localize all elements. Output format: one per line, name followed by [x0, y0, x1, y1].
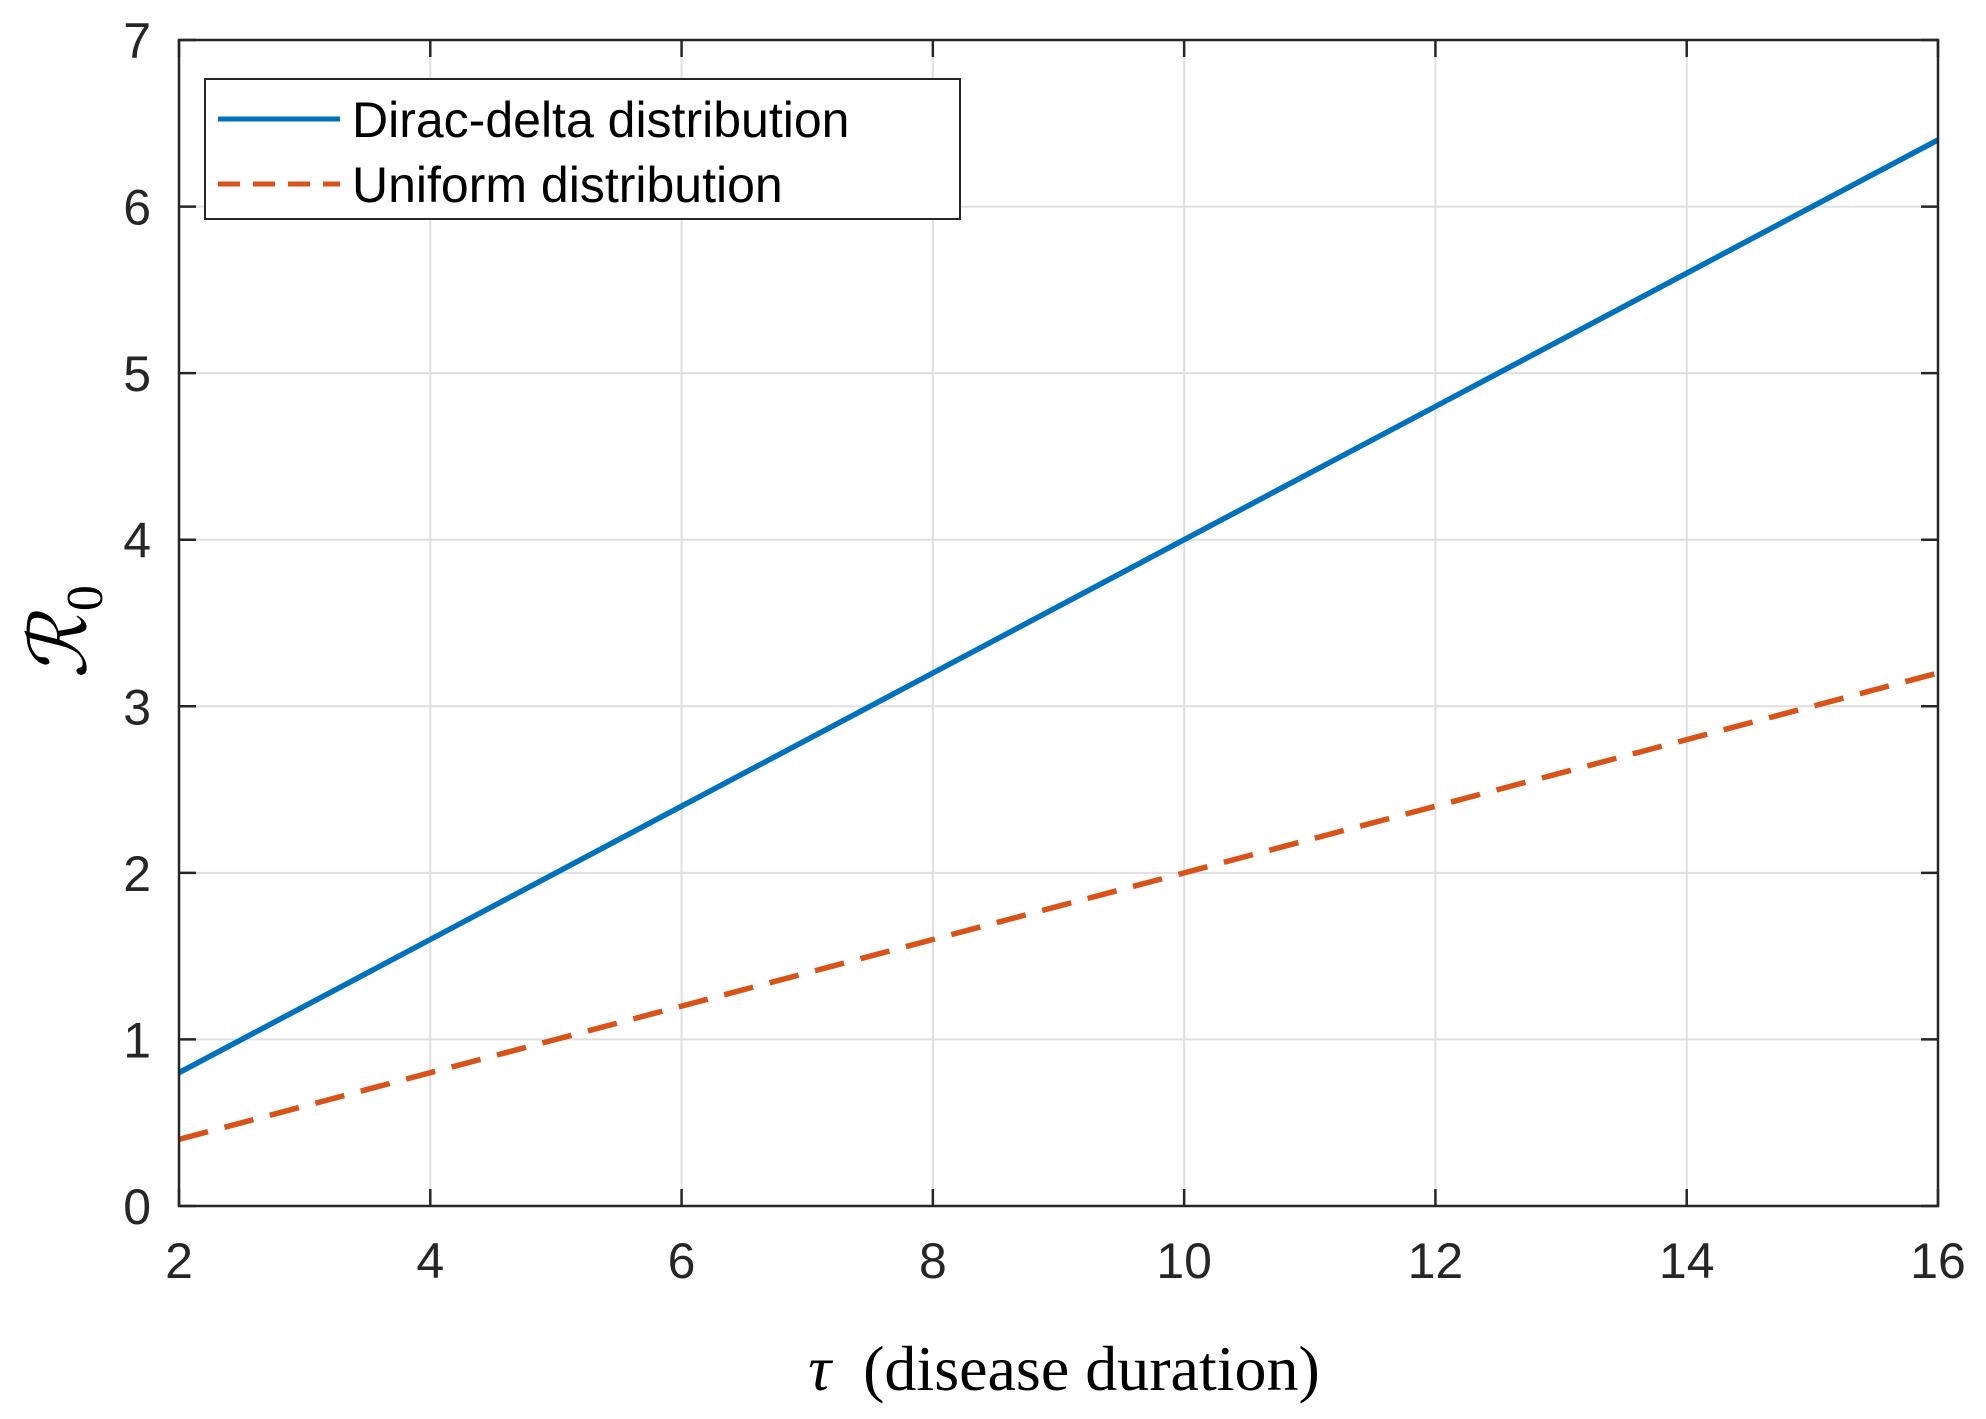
plot-area	[179, 40, 1938, 1206]
y-tick-label: 4	[123, 513, 151, 569]
y-tick-label: 3	[123, 679, 151, 735]
y-axis-label: ℛ 0	[16, 585, 114, 679]
x-tick-label: 10	[1156, 1233, 1212, 1289]
axes-frame	[177, 38, 1940, 1208]
x-tick-label: 6	[668, 1233, 696, 1289]
legend-box	[204, 78, 961, 220]
legend: Dirac-delta distribution Uniform distrib…	[204, 78, 961, 220]
y-axis-symbol: ℛ	[16, 610, 104, 679]
x-axis-symbol: τ	[808, 1333, 833, 1404]
series-line-uniform	[178, 670, 1939, 1143]
x-tick-label: 8	[919, 1233, 947, 1289]
y-tick-label: 5	[123, 346, 151, 402]
legend-label-dirac-delta: Dirac-delta distribution	[352, 92, 849, 148]
y-tick-label: 7	[123, 13, 151, 69]
x-tick-label: 12	[1408, 1233, 1464, 1289]
x-axis-label: τ (disease duration)	[808, 1333, 1320, 1404]
axis-ticks	[177, 38, 1940, 1208]
x-tick-label: 2	[165, 1233, 193, 1289]
y-axis-subscript: 0	[57, 585, 114, 611]
x-axis-text: (disease duration)	[863, 1333, 1320, 1404]
series-line-dirac-delta	[177, 137, 1940, 1076]
series-layer	[177, 137, 1940, 1143]
y-tick-label: 2	[123, 846, 151, 902]
x-tick-label: 16	[1910, 1233, 1966, 1289]
y-tick-label: 0	[123, 1179, 151, 1235]
y-tick-label: 6	[123, 180, 151, 236]
x-tick-label: 14	[1659, 1233, 1715, 1289]
legend-label-uniform: Uniform distribution	[352, 157, 783, 213]
y-tick-label: 1	[123, 1012, 151, 1068]
x-tick-label: 4	[416, 1233, 444, 1289]
